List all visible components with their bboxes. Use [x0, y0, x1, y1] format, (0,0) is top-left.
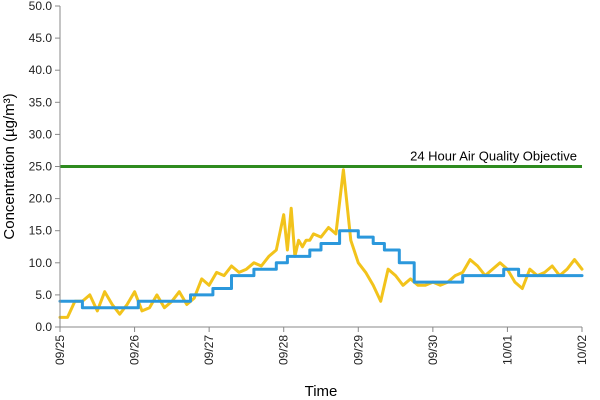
- series-line-2: [58, 229, 584, 310]
- x-tick-label: 09/26: [128, 335, 142, 365]
- y-tick-label: 35.0: [29, 95, 53, 109]
- y-tick-label: 25.0: [29, 160, 53, 174]
- y-tick-label: 40.0: [29, 63, 53, 77]
- x-tick-label: 09/25: [53, 335, 67, 365]
- reference-line-label: 24 Hour Air Quality Objective: [410, 149, 577, 164]
- y-tick-label: 20.0: [29, 192, 53, 206]
- x-axis-title: Time: [305, 383, 338, 400]
- x-tick-label: 09/27: [202, 335, 216, 365]
- x-tick-label: 09/29: [351, 335, 365, 365]
- y-tick-label: 5.0: [35, 288, 52, 302]
- y-tick-label: 10.0: [29, 256, 53, 270]
- x-tick-label: 10/02: [575, 335, 589, 365]
- y-axis-title: Concentration (µg/m³): [1, 93, 18, 239]
- y-tick-label: 0.0: [35, 320, 52, 334]
- y-tick-label: 15.0: [29, 224, 53, 238]
- x-tick-label: 09/30: [426, 335, 440, 365]
- x-tick-label: 10/01: [500, 335, 514, 365]
- x-tick-label: 09/28: [277, 335, 291, 365]
- y-tick-label: 45.0: [29, 31, 53, 45]
- y-tick-label: 30.0: [29, 127, 53, 141]
- series-layer: [58, 168, 584, 319]
- y-axis-ticks: 0.0 5.0 10.0 15.0 20.0 25.0 30.0 35.0 40.0 45.0 50…: [29, 0, 60, 334]
- y-tick-label: 50.0: [29, 0, 53, 13]
- series-line-1: [58, 168, 584, 319]
- x-axis-ticks: 09/25 09/26 09/27 09/28 09/29 09/30 10/01 10/02: [53, 327, 589, 365]
